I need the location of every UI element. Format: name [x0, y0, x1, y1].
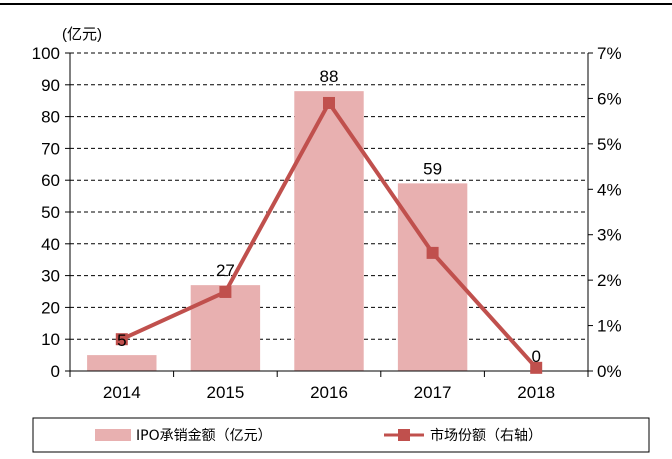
bar-data-label: 27 [216, 261, 235, 280]
y-left-tick-label: 0 [51, 362, 60, 381]
y-left-tick-label: 50 [41, 203, 60, 222]
line-point-marker [219, 285, 232, 298]
x-tick-label: 2014 [103, 383, 141, 402]
y-left-tick-label: 60 [41, 171, 60, 190]
data-labels: 5 27 88 59 0 [117, 67, 541, 366]
y-left-tick-label: 70 [41, 139, 60, 158]
bar [294, 91, 364, 371]
x-tick-label: 2015 [206, 383, 244, 402]
legend-line-marker [398, 429, 410, 441]
y-left-tick-label: 40 [41, 235, 60, 254]
legend-line-label: 市场份额（右轴） [430, 427, 542, 444]
bar [87, 355, 157, 371]
y-right-tick-label: 6% [597, 89, 622, 108]
legend-bar-swatch [95, 429, 131, 441]
x-tick-label: 2018 [517, 383, 555, 402]
bar-data-label: 88 [320, 67, 339, 86]
line-point-marker [426, 246, 439, 259]
y-right-tick-label: 5% [597, 135, 622, 154]
y-left-tick-label: 10 [41, 330, 60, 349]
y-left-tick-label: 80 [41, 108, 60, 127]
y-axis-unit-label: (亿元) [62, 26, 102, 43]
y-right-tick-label: 0% [597, 362, 622, 381]
x-tick-label: 2016 [310, 383, 348, 402]
legend-bar-label: IPO承销金额（亿元） [136, 428, 272, 444]
y-left-tick-label: 90 [41, 76, 60, 95]
y-right-tick-label: 3% [597, 226, 622, 245]
y-right-tick-label: 1% [597, 317, 622, 336]
axes: 01020304050607080901000%1%2%3%4%5%6%7%20… [32, 44, 622, 402]
legend: IPO承销金额（亿元） 市场份额（右轴） [32, 417, 650, 453]
line-point-marker [530, 361, 543, 374]
bar-data-label: 0 [531, 347, 540, 366]
y-left-tick-label: 100 [32, 44, 60, 63]
y-right-tick-label: 2% [597, 271, 622, 290]
y-right-tick-label: 4% [597, 180, 622, 199]
line-point-marker [323, 96, 335, 109]
bar-series [87, 91, 468, 371]
bar-data-label: 59 [423, 159, 442, 178]
line-series [115, 96, 543, 374]
bar [190, 285, 261, 371]
legend-frame [32, 417, 650, 453]
x-tick-label: 2017 [414, 383, 452, 402]
y-right-tick-label: 7% [597, 44, 622, 63]
line-point-marker [115, 333, 128, 346]
y-left-tick-label: 30 [41, 267, 60, 286]
y-left-tick-label: 20 [41, 298, 60, 317]
bar-data-label: 5 [117, 331, 126, 350]
